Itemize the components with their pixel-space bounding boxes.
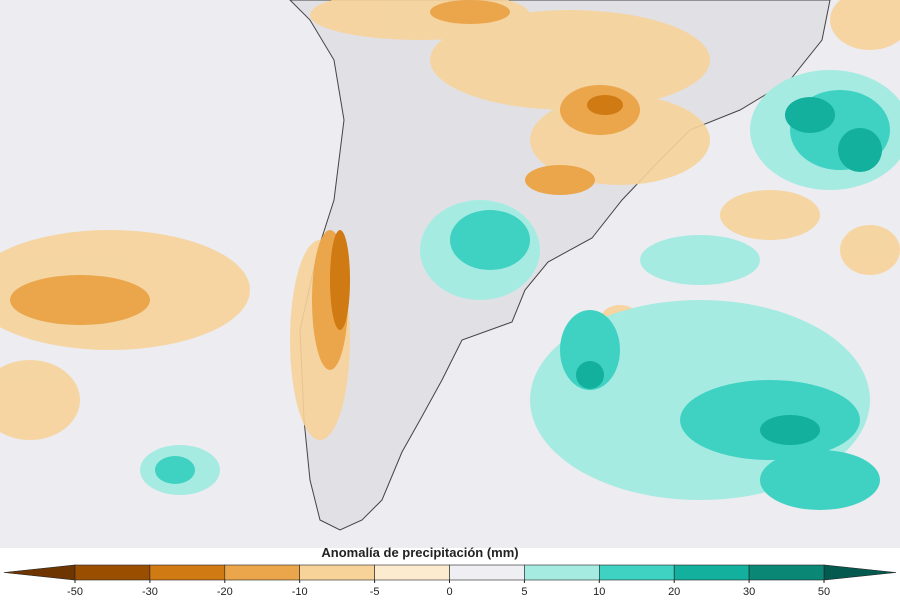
colorbar-bin (598, 564, 675, 581)
colorbar-scale: -50 -30 -20 -10 -5 0 5 10 20 30 50 (3, 564, 897, 598)
colorbar-bin (299, 564, 375, 581)
colorbar-tick-label: 5 (521, 586, 527, 598)
colorbar-bin (748, 564, 825, 581)
colorbar-tick-label: -30 (142, 586, 158, 598)
colorbar-bin (673, 564, 750, 581)
dry-anomaly-light (0, 0, 900, 440)
colorbar-tick-label: -10 (292, 586, 308, 598)
colorbar-tick-label: 30 (743, 586, 755, 598)
colorbar-tick-label: 0 (446, 586, 452, 598)
dry-anomaly-strong (330, 95, 623, 330)
colorbar-tick-label: 20 (668, 586, 680, 598)
map (0, 0, 900, 548)
continent (289, 0, 831, 531)
colorbar-tick-label: -20 (217, 586, 233, 598)
colorbar-bin (224, 564, 301, 581)
colorbar-tick-label: 10 (593, 586, 605, 598)
colorbar: Anomalía de precipitación (mm) -50 -30 -20… (3, 545, 897, 598)
colorbar-bin (524, 564, 600, 581)
colorbar-tick-label: 50 (818, 586, 830, 598)
colorbar-bin (74, 564, 151, 581)
colorbar-over (823, 564, 897, 581)
colorbar-bin (149, 564, 226, 581)
colorbar-tick-label: -50 (67, 586, 83, 598)
colorbar-tick-label: -5 (370, 586, 380, 598)
colorbar-title: Anomalía de precipitación (mm) (321, 545, 518, 560)
colorbar-bin (449, 564, 525, 581)
wet-anomaly-strong (576, 97, 882, 445)
colorbar-under (3, 564, 76, 581)
colorbar-bin (374, 564, 450, 581)
